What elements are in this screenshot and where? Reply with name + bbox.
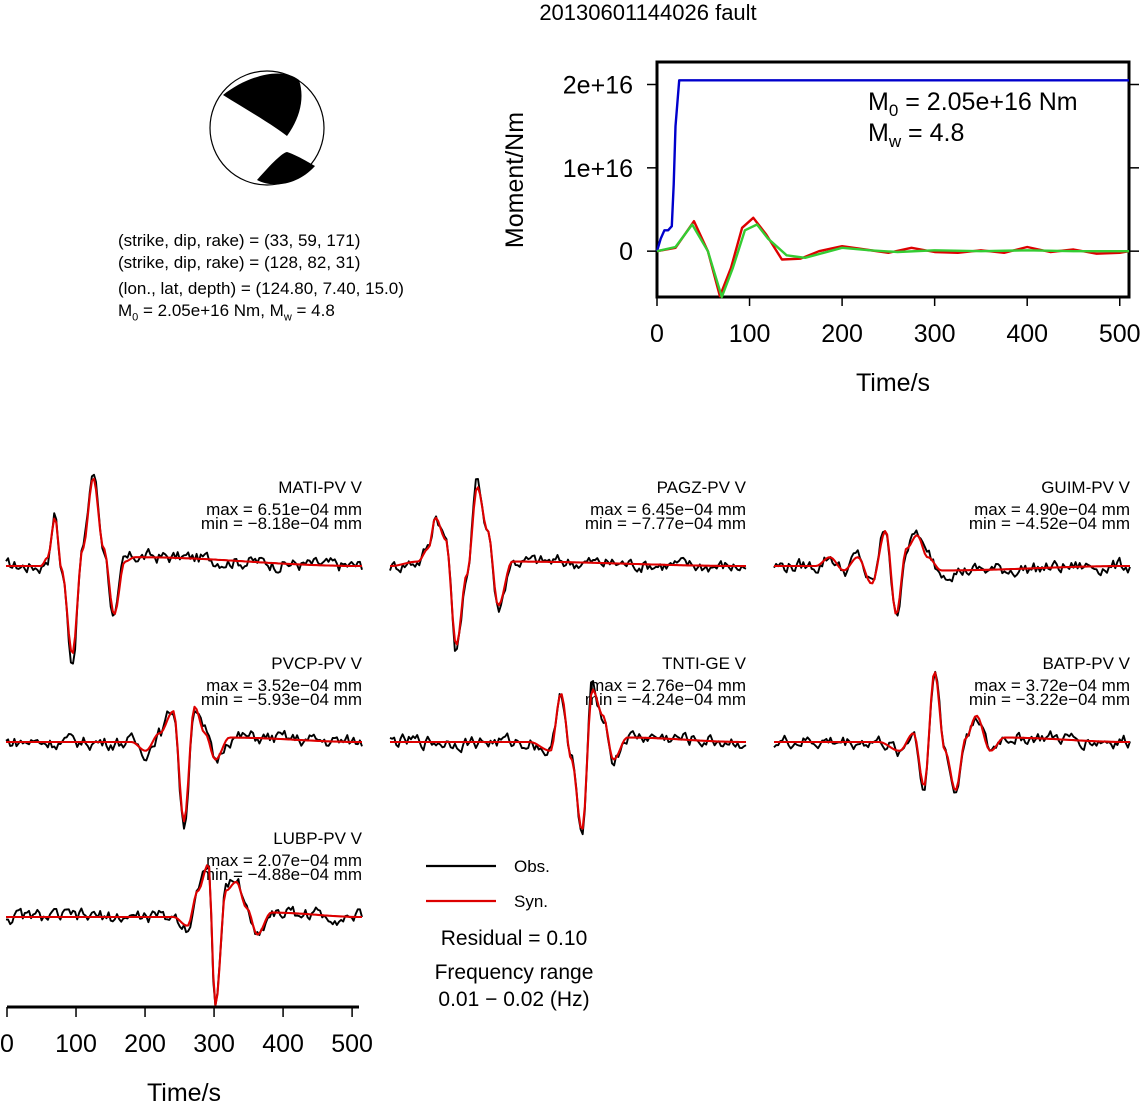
beachball [209,70,325,186]
moment-x-tick-label: 300 [914,320,956,348]
observed-trace [773,529,1131,617]
moment-panel: 0 1e+16 2e+16 0 100 200 300 400 500 Moment/Nm T… [501,60,1141,397]
station-name: TNTI-GE V [662,654,747,673]
station-name: BATP-PV V [1042,654,1130,673]
hypocenter-location: (lon., lat, depth) = (124.80, 7.40, 15.0… [118,279,404,298]
moment-plot-frame [655,60,1131,299]
station-min: min = −4.88e−04 mm [201,865,362,884]
moment-x-tick-label: 100 [729,320,771,348]
waveform-x-tick-label: 200 [124,1030,166,1058]
nodal-plane-2: (strike, dip, rake) = (128, 82, 31) [118,253,361,272]
synthetic-trace [6,864,362,1007]
station-name: PVCP-PV V [271,654,362,673]
moment-y-tick-label: 2e+16 [563,72,633,100]
station-name: MATI-PV V [278,478,362,497]
moment-lines [655,79,1130,299]
station-max: max = 6.51e−04 mm [206,500,362,519]
station-min: min = −3.22e−04 mm [969,690,1130,709]
moment-y-label: Moment/Nm [501,112,529,248]
station-max: max = 4.90e−04 mm [974,500,1130,519]
beachball-compression-upper [223,73,302,136]
station-max: max = 6.45e−04 mm [590,500,746,519]
moment-x-tick-label: 500 [1099,320,1141,348]
waveform-x-label: Time/s [147,1079,221,1103]
moment-function-line [655,79,1129,252]
station-min: min = −8.18e−04 mm [201,514,362,533]
synthetic-trace [774,671,1130,791]
legend-obs-label: Obs. [514,857,550,876]
moment-y-tick-label: 1e+16 [563,155,633,183]
synthetic-trace [6,705,362,823]
station-max: max = 2.07e−04 mm [206,851,362,870]
station-min: min = −4.52e−04 mm [969,514,1130,533]
moment-annot-mw: Mw = 4.8 [868,119,964,151]
station-name: PAGZ-PV V [657,478,747,497]
station-min: min = −4.24e−04 mm [585,690,746,709]
station-max: max = 3.72e−04 mm [974,676,1130,695]
moment-x-label: Time/s [856,369,930,397]
moment-y-tick-label: 0 [619,238,633,266]
observed-trace [5,865,363,1007]
moment-x-axis: 0 100 200 300 400 500 [650,297,1141,348]
moment-x-tick-label: 0 [650,320,664,348]
waveform-x-tick-label: 0 [0,1030,14,1058]
waveform-x-axis: 0 100 200 300 400 500 [0,1005,373,1058]
moment-x-tick-label: 400 [1006,320,1048,348]
synthetic-trace [774,530,1130,615]
solution-text: (strike, dip, rake) = (33, 59, 171) (str… [118,230,404,328]
station-max: max = 3.52e−04 mm [206,676,362,695]
moment-y-axis: 0 1e+16 2e+16 [563,72,1139,266]
frequency-value: 0.01 − 0.02 (Hz) [438,988,589,1011]
observed-trace [5,709,363,830]
moment-magnitude-line: M0 = 2.05e+16 Nm, Mw = 4.8 [118,301,335,324]
moment-rate-ref-line [656,223,1129,299]
waveform-x-tick-label: 300 [193,1030,235,1058]
nodal-plane-1: (strike, dip, rake) = (33, 59, 171) [118,231,361,250]
beachball-compression-lower [257,152,315,185]
synthetic-trace [389,486,746,646]
station-min: min = −5.93e−04 mm [201,690,362,709]
moment-x-tick-label: 200 [821,320,863,348]
waveform-x-tick-label: 100 [55,1030,97,1058]
station-name: LUBP-PV V [273,829,362,848]
waveform-x-tick-label: 400 [262,1030,304,1058]
legend: Obs. Syn. [426,857,550,911]
station-max: max = 2.76e−04 mm [590,676,746,695]
residual-text: Residual = 0.10 [441,927,588,950]
synthetic-trace [390,688,746,830]
frequency-label: Frequency range [435,961,594,984]
moment-annot-m0: M0 = 2.05e+16 Nm [868,88,1078,120]
waveform-x-tick-label: 500 [331,1030,373,1058]
station-min: min = −7.77e−04 mm [585,514,746,533]
legend-syn-label: Syn. [514,892,548,911]
synthetic-trace [6,477,362,654]
station-name: GUIM-PV V [1041,478,1130,497]
figure-title: 20130601144026 fault [539,0,756,25]
